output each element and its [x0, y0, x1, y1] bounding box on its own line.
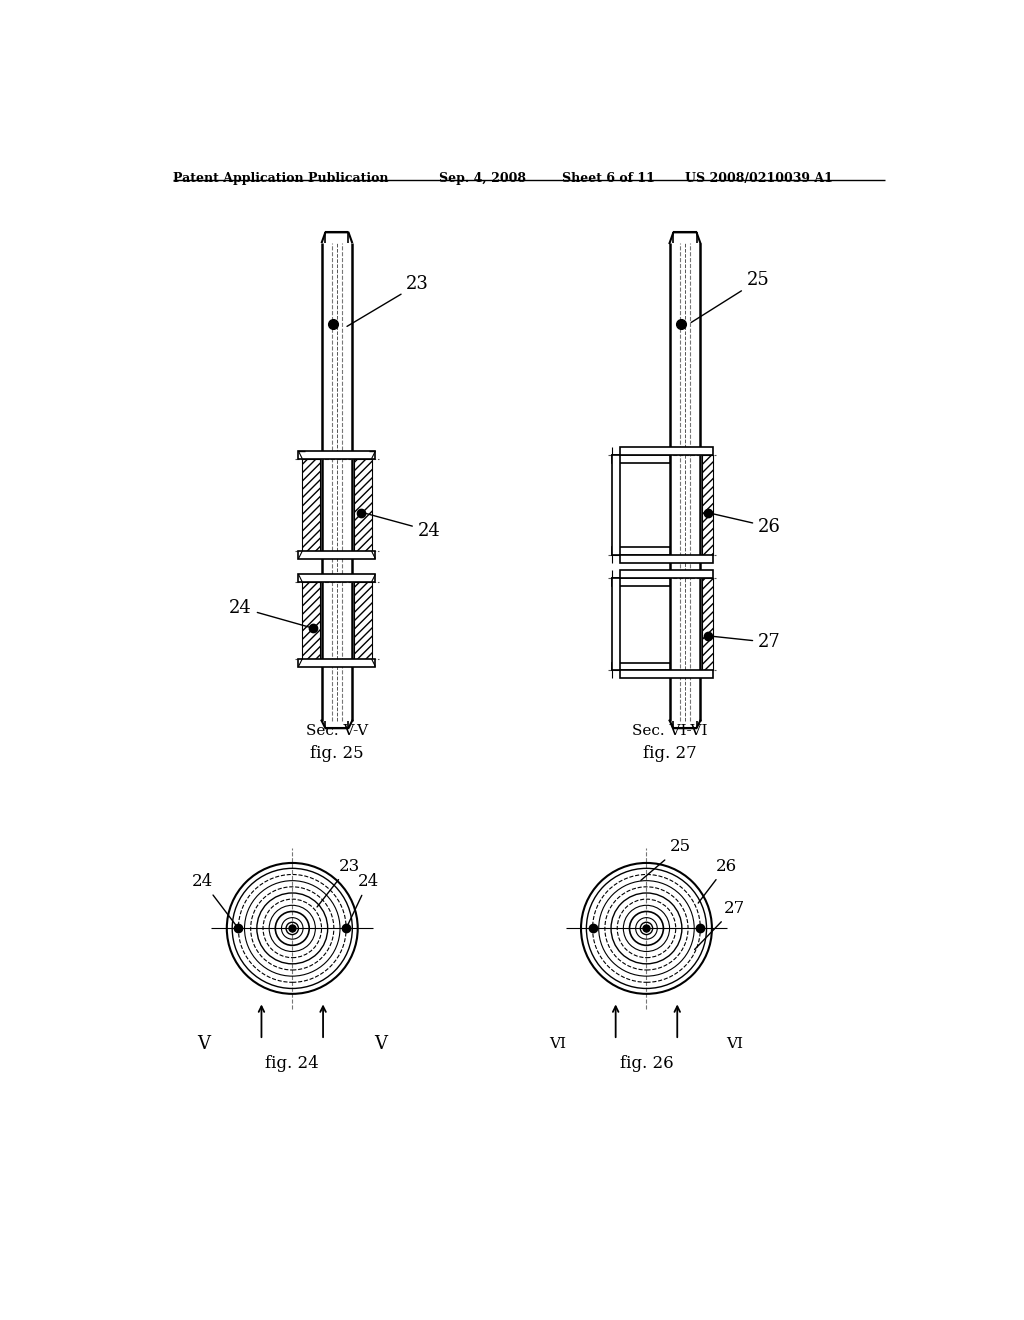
Text: fig. 24: fig. 24 [265, 1056, 319, 1072]
Text: 27: 27 [694, 900, 744, 949]
Bar [620, 671, 714, 678]
Text: US 2008/0210039 A1: US 2008/0210039 A1 [685, 173, 833, 185]
Bar [354, 459, 372, 552]
Text: fig. 27: fig. 27 [643, 744, 696, 762]
Bar [620, 554, 714, 562]
Text: 25: 25 [641, 838, 690, 880]
Bar [611, 578, 670, 586]
Text: 23: 23 [347, 276, 429, 326]
Bar [620, 447, 714, 455]
Text: 25: 25 [691, 272, 769, 322]
Bar [701, 455, 714, 554]
Bar [298, 451, 376, 459]
Bar [620, 570, 714, 578]
Bar [302, 582, 319, 659]
Text: Sheet 6 of 11: Sheet 6 of 11 [562, 173, 654, 185]
Text: 27: 27 [711, 634, 781, 651]
Text: 24: 24 [347, 873, 379, 925]
Text: V: V [375, 1035, 387, 1053]
Text: 23: 23 [317, 858, 359, 907]
Text: fig. 25: fig. 25 [310, 744, 364, 762]
Text: Sec. V-V: Sec. V-V [306, 725, 368, 738]
Bar [611, 455, 620, 554]
Text: Sec. VI-VI: Sec. VI-VI [632, 725, 708, 738]
Text: 26: 26 [698, 858, 737, 903]
Bar [611, 455, 670, 462]
Text: 26: 26 [711, 513, 781, 536]
Text: 24: 24 [366, 513, 440, 540]
Text: 24: 24 [193, 873, 237, 927]
Text: VI: VI [726, 1038, 743, 1051]
Bar [354, 582, 372, 659]
Text: 24: 24 [229, 599, 310, 627]
Text: VI: VI [550, 1038, 566, 1051]
Bar [611, 578, 620, 671]
Bar [302, 459, 319, 552]
Bar [298, 552, 376, 558]
Text: fig. 26: fig. 26 [620, 1056, 673, 1072]
Text: Sep. 4, 2008: Sep. 4, 2008 [438, 173, 525, 185]
Text: V: V [198, 1035, 210, 1053]
Text: Patent Application Publication: Patent Application Publication [173, 173, 388, 185]
Bar [298, 574, 376, 582]
Bar [611, 548, 670, 554]
Bar [611, 663, 670, 671]
Bar [298, 659, 376, 667]
Bar [701, 578, 714, 671]
